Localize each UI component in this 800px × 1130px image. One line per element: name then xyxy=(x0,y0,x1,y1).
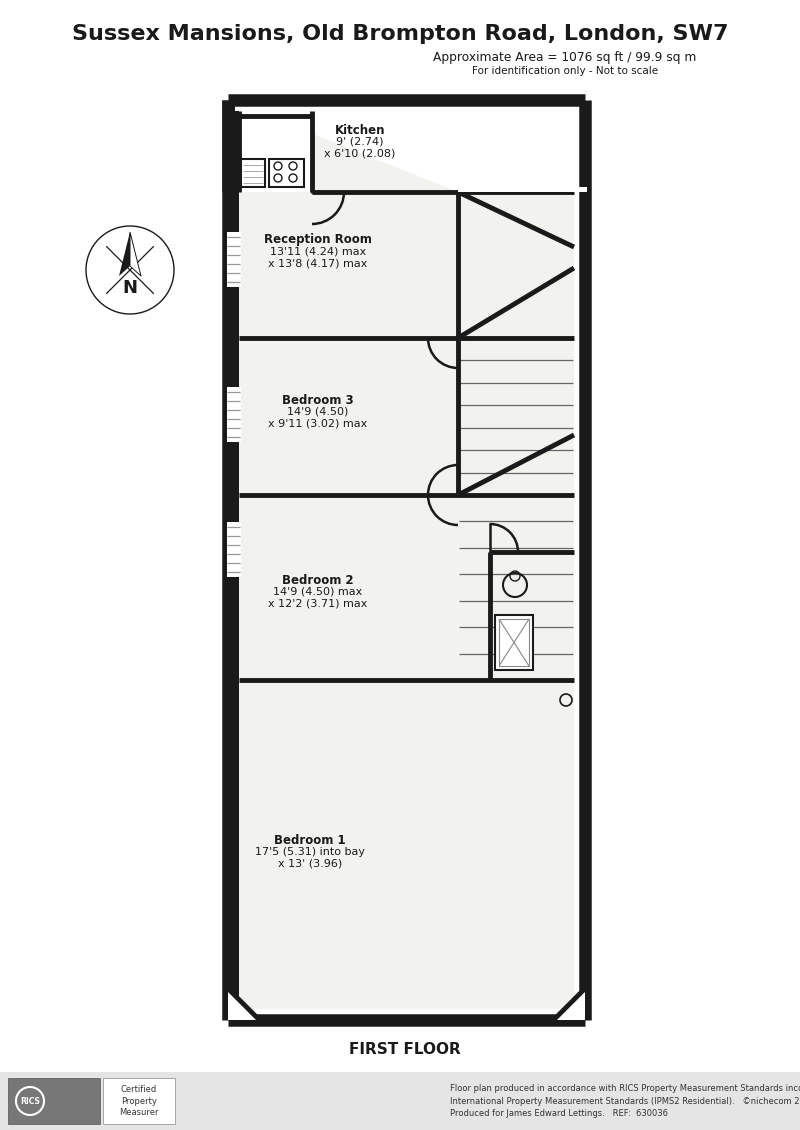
Text: x 9'11 (3.02) max: x 9'11 (3.02) max xyxy=(268,419,368,429)
Bar xyxy=(239,111,574,1009)
Text: Certified
Property
Measurer: Certified Property Measurer xyxy=(119,1085,158,1118)
Text: x 13'8 (4.17) max: x 13'8 (4.17) max xyxy=(268,259,368,269)
Bar xyxy=(495,615,533,670)
Bar xyxy=(239,111,312,192)
Text: For identification only - Not to scale: For identification only - Not to scale xyxy=(472,66,658,76)
Text: N: N xyxy=(122,279,138,297)
Text: Kitchen: Kitchen xyxy=(334,123,386,137)
Text: x 6'10 (2.08): x 6'10 (2.08) xyxy=(324,149,396,159)
Text: x 12'2 (3.71) max: x 12'2 (3.71) max xyxy=(268,599,368,609)
Bar xyxy=(103,1078,175,1124)
Text: Sussex Mansions, Old Brompton Road, London, SW7: Sussex Mansions, Old Brompton Road, Lond… xyxy=(72,24,728,44)
Bar xyxy=(227,232,241,287)
Text: Bedroom 1: Bedroom 1 xyxy=(274,834,346,846)
Bar xyxy=(227,386,241,442)
Bar xyxy=(227,522,241,577)
Polygon shape xyxy=(228,99,585,247)
Text: RICS: RICS xyxy=(20,1096,40,1105)
Text: Bedroom 3: Bedroom 3 xyxy=(282,393,354,407)
Polygon shape xyxy=(458,186,587,192)
Text: 14'9 (4.50) max: 14'9 (4.50) max xyxy=(274,586,362,597)
Bar xyxy=(228,287,239,386)
Text: Approximate Area = 1076 sq ft / 99.9 sq m: Approximate Area = 1076 sq ft / 99.9 sq … xyxy=(434,51,697,63)
Bar xyxy=(241,159,265,186)
Polygon shape xyxy=(130,232,141,276)
Polygon shape xyxy=(557,992,585,1020)
Bar xyxy=(228,111,239,232)
Bar xyxy=(228,577,239,1009)
Text: 17'5 (5.31) into bay: 17'5 (5.31) into bay xyxy=(255,848,365,857)
Text: Reception Room: Reception Room xyxy=(264,234,372,246)
Polygon shape xyxy=(559,994,585,1020)
Text: Floor plan produced in accordance with RICS Property Measurement Standards incor: Floor plan produced in accordance with R… xyxy=(450,1084,800,1118)
Text: Bedroom 2: Bedroom 2 xyxy=(282,574,354,586)
Bar xyxy=(228,442,239,522)
Polygon shape xyxy=(119,232,130,276)
Text: 9' (2.74): 9' (2.74) xyxy=(336,137,384,147)
Polygon shape xyxy=(228,992,256,1020)
Bar xyxy=(499,619,529,666)
Polygon shape xyxy=(228,994,254,1020)
Text: 14'9 (4.50): 14'9 (4.50) xyxy=(287,407,349,417)
Bar xyxy=(0,1072,800,1130)
Text: FIRST FLOOR: FIRST FLOOR xyxy=(349,1043,461,1058)
Text: x 13' (3.96): x 13' (3.96) xyxy=(278,859,342,869)
Text: 13'11 (4.24) max: 13'11 (4.24) max xyxy=(270,247,366,257)
Bar xyxy=(269,159,304,186)
Bar xyxy=(8,1078,100,1124)
